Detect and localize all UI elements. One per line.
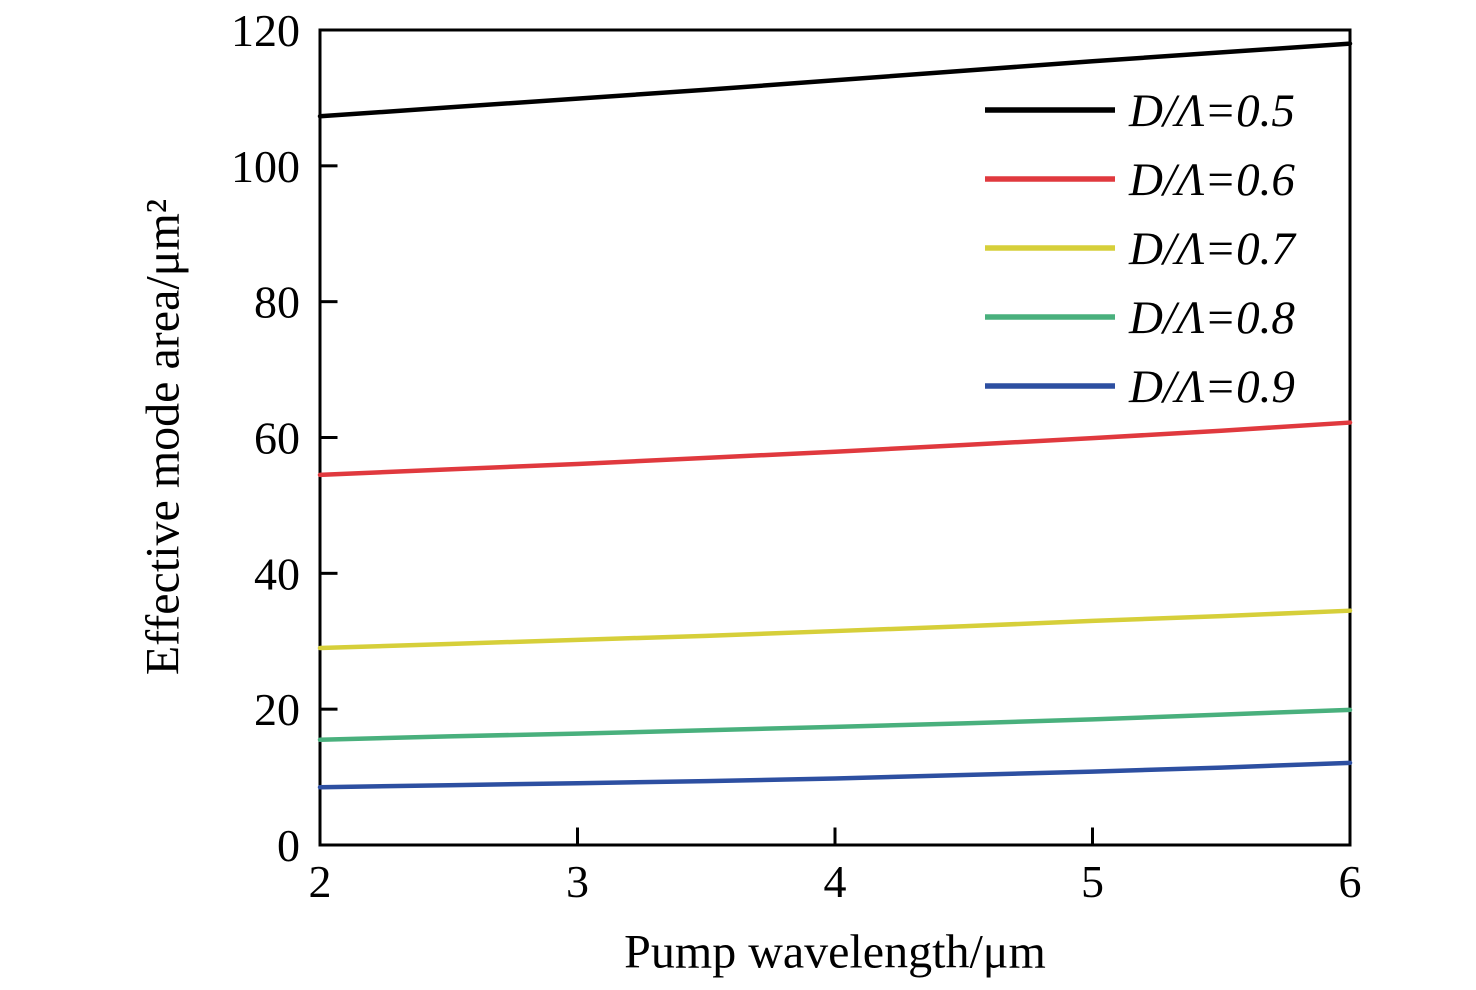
x-axis-label: Pump wavelength/μm <box>624 925 1046 979</box>
series-line-4 <box>317 760 1353 790</box>
x-tick-label: 2 <box>309 856 332 907</box>
y-tick-label: 40 <box>254 548 300 599</box>
series-line-3 <box>317 707 1353 742</box>
y-axis-label: Effective mode area/μm² <box>136 198 190 676</box>
x-tick-label: 3 <box>566 856 589 907</box>
x-tick-label: 4 <box>824 856 847 907</box>
legend-label-2: D/Λ=0.7 <box>1128 223 1297 275</box>
legend-label-0: D/Λ=0.5 <box>1128 85 1295 137</box>
y-tick-label: 80 <box>254 277 300 328</box>
legend-label-4: D/Λ=0.9 <box>1128 361 1295 413</box>
y-tick-label: 60 <box>254 413 300 464</box>
series-line-1 <box>317 420 1353 478</box>
series-line-0 <box>317 41 1353 119</box>
y-tick-label: 100 <box>231 141 300 192</box>
plot-border <box>318 28 1352 847</box>
x-tick-label: 5 <box>1081 856 1104 907</box>
y-tick-label: 120 <box>231 5 300 56</box>
x-tick-label: 6 <box>1339 856 1362 907</box>
y-tick-label: 0 <box>277 820 300 871</box>
y-tick-label: 20 <box>254 684 300 735</box>
legend-label-1: D/Λ=0.6 <box>1128 154 1295 206</box>
series-line-2 <box>317 608 1353 651</box>
legend-label-3: D/Λ=0.8 <box>1128 292 1295 344</box>
